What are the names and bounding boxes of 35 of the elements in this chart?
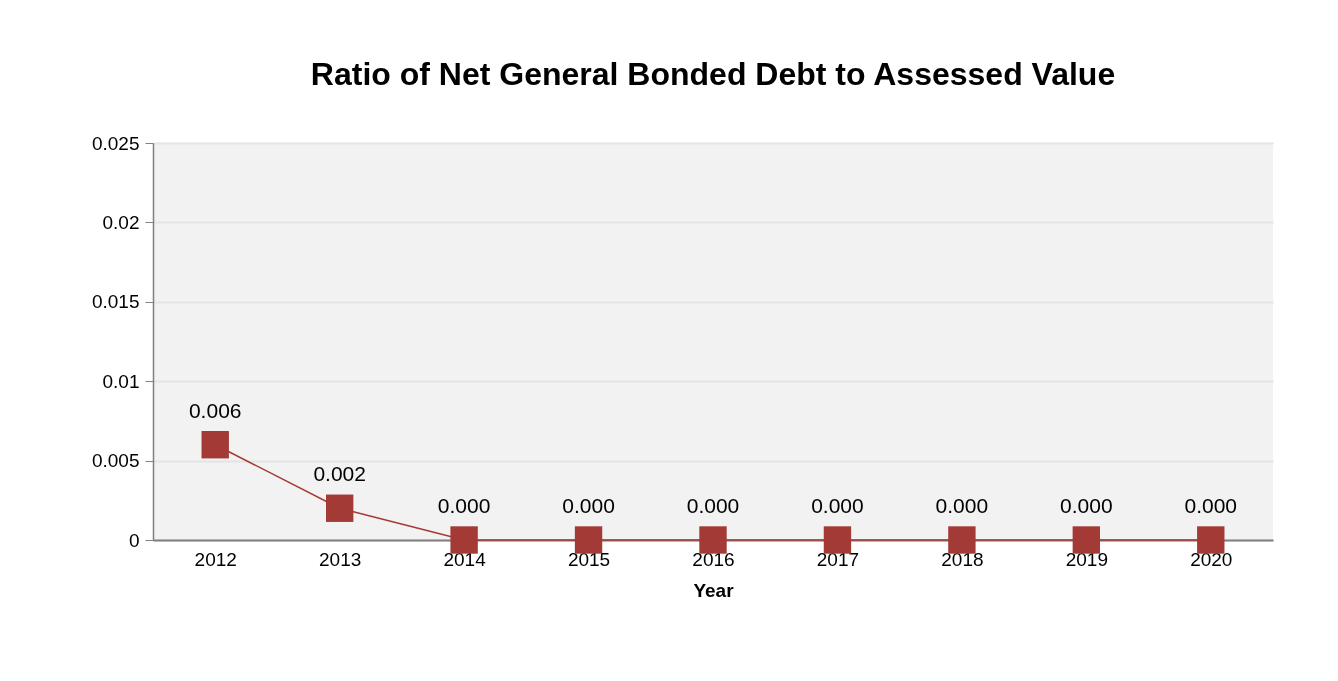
data-label: 0.000 (811, 494, 864, 517)
y-tick-label: 0.01 (102, 370, 140, 392)
y-tick-label: 0 (128, 529, 140, 551)
point (823, 526, 852, 554)
x-tick-label: 2016 (692, 548, 735, 570)
x-axis-title: Year (693, 579, 735, 601)
x-tick-label: 2015 (567, 548, 611, 570)
point (1197, 526, 1225, 554)
data-label: 0.006 (188, 398, 242, 422)
data-label: 0.000 (1184, 494, 1238, 517)
y-tick-label: 0.02 (102, 211, 140, 233)
y-tick-label: 0.015 (91, 291, 140, 313)
point (948, 526, 976, 554)
data-label: 0.000 (437, 494, 491, 517)
point (1072, 526, 1101, 554)
data-label: 0.000 (686, 494, 740, 517)
point (699, 526, 727, 554)
data-label: 0.002 (313, 462, 366, 486)
x-tick-label: 2014 (443, 548, 487, 570)
x-tick-label: 2017 (816, 548, 860, 570)
x-tick-label: 2019 (1065, 548, 1108, 570)
y-tick-label: 0.025 (91, 132, 140, 154)
x-tick-label: 2012 (194, 548, 237, 570)
point (450, 526, 478, 554)
chart-title: Ratio of Net General Bonded Debt to Assessed Value (310, 56, 1116, 92)
data-label: 0.000 (935, 494, 989, 517)
data-label: 0.000 (562, 494, 615, 517)
point (574, 526, 603, 554)
y-tick-label: 0.005 (91, 450, 140, 472)
x-tick-label: 2013 (319, 548, 362, 570)
x-tick-label: 2018 (941, 548, 984, 570)
x-tick-label: 2020 (1190, 548, 1233, 570)
data-label: 0.000 (1060, 494, 1113, 517)
point (201, 431, 229, 459)
point (325, 494, 354, 522)
